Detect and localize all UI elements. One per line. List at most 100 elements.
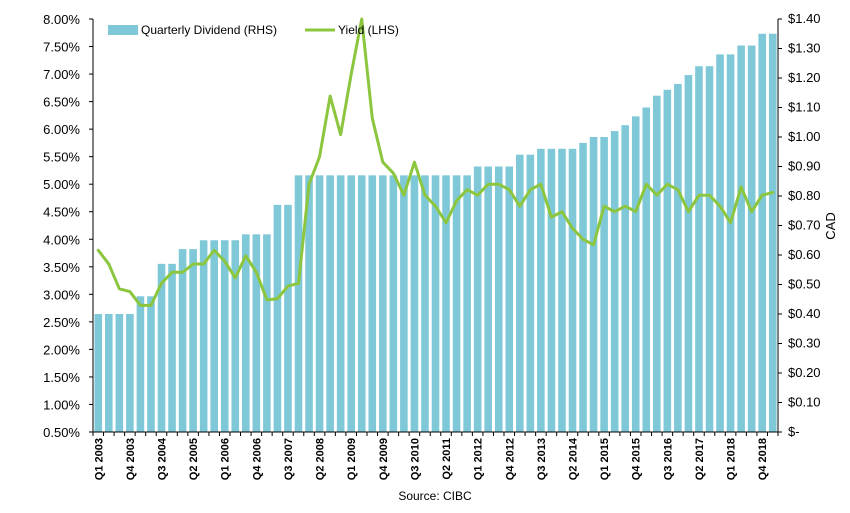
x-tick-label: Q4 2009 — [378, 438, 390, 480]
dividend-bar — [284, 204, 292, 432]
source-note: Source: CIBC — [398, 489, 472, 503]
dividend-bar — [115, 314, 124, 432]
dividend-bar — [716, 54, 724, 433]
dividend-bar — [653, 95, 661, 432]
left-tick-label: 8.00% — [43, 12, 80, 27]
x-tick-label: Q2 2011 — [441, 438, 453, 480]
dividend-bar — [747, 45, 756, 433]
dividend-bar — [505, 166, 514, 432]
yield-line — [96, 17, 775, 307]
x-tick-label: Q2 2014 — [568, 437, 580, 480]
dividend-bar — [537, 148, 545, 433]
left-tick-label: 7.50% — [43, 40, 80, 55]
dividend-bar — [315, 175, 324, 432]
dividend-bar — [147, 296, 155, 432]
dividend-bar — [379, 175, 387, 432]
dividend-bar — [136, 296, 145, 432]
dividend-bar — [758, 33, 766, 432]
x-axis-ticks: Q1 2003 Q4 2003 Q3 2004 Q2 2005 Q1 2006 Q4 20… — [92, 432, 779, 480]
dividend-bar — [168, 263, 176, 432]
dividend-bar — [610, 131, 619, 432]
x-tick-label: Q1 2006 — [220, 438, 232, 480]
dividend-bar — [357, 175, 366, 432]
dividend-bar — [242, 234, 250, 432]
x-tick-label: Q3 2013 — [536, 438, 548, 480]
right-tick-label: $0.10 — [788, 395, 821, 410]
x-tick-label: Q4 2006 — [251, 438, 263, 480]
right-tick-label: $0.50 — [788, 277, 821, 292]
left-tick-label: 4.50% — [43, 205, 80, 220]
dividend-bar — [210, 240, 218, 432]
dividend-bar — [547, 148, 556, 433]
x-tick-label: Q1 2003 — [93, 438, 105, 480]
dividend-bar — [220, 240, 229, 432]
dividend-bar — [389, 175, 398, 432]
dividend-bar — [105, 314, 113, 432]
right-tick-label: $0.30 — [788, 336, 821, 351]
x-tick-label: Q3 2010 — [409, 438, 421, 480]
right-tick-label: $0.60 — [788, 247, 821, 262]
dividend-bar — [368, 175, 377, 432]
dividend-bar — [568, 148, 577, 433]
dividend-bar — [579, 142, 587, 432]
dividend-bar — [558, 148, 566, 433]
dividend-bar — [231, 240, 240, 432]
left-tick-label: 6.50% — [43, 95, 80, 110]
dividend-bar — [263, 234, 271, 432]
dividend-bar — [199, 240, 208, 432]
dividend-bar — [347, 175, 355, 432]
right-tick-label: $0.70 — [788, 218, 821, 233]
dividend-bar — [484, 166, 492, 432]
dividend-bar — [663, 89, 672, 433]
right-tick-label: $- — [788, 424, 800, 439]
legend-swatch-dividend — [108, 25, 138, 35]
left-tick-label: 4.00% — [43, 232, 80, 247]
left-tick-label: 5.50% — [43, 150, 80, 165]
dividend-bar — [768, 33, 777, 432]
dividend-bar — [157, 263, 166, 432]
dividend-bar — [326, 175, 334, 432]
left-y-ticks: 8.00% 7.50% 7.00% 6.50% 6.00% 5.50% 5.00% 4.50%… — [43, 12, 93, 440]
dividend-bar — [452, 175, 461, 432]
dividend-bar — [494, 166, 503, 432]
dividend-bar — [336, 175, 345, 432]
legend: Quarterly Dividend (RHS) Yield (LHS) — [108, 23, 399, 37]
left-tick-label: 6.00% — [43, 122, 80, 137]
dividend-bar — [431, 175, 440, 432]
x-tick-label: Q4 2018 — [757, 438, 769, 480]
dividend-bar — [684, 75, 693, 433]
dividend-bar — [463, 175, 471, 432]
x-tick-label: Q3 2016 — [662, 438, 674, 480]
dividend-bar — [695, 66, 703, 432]
left-tick-label: 2.00% — [43, 342, 80, 357]
x-tick-label: Q4 2003 — [125, 438, 137, 480]
x-tick-label: Q1 2018 — [726, 438, 738, 480]
x-tick-label: Q1 2009 — [346, 438, 358, 480]
left-tick-label: 1.50% — [43, 370, 80, 385]
dividend-bar — [674, 83, 682, 433]
left-tick-label: 2.50% — [43, 315, 80, 330]
right-tick-label: $0.20 — [788, 365, 821, 380]
dividend-bar — [600, 137, 608, 432]
dividend-bar — [642, 107, 651, 432]
x-tick-label: Q2 2005 — [188, 438, 200, 480]
x-tick-label: Q2 2017 — [694, 438, 706, 480]
x-tick-label: Q4 2015 — [631, 438, 643, 480]
dividend-bar — [705, 66, 714, 432]
dividend-bar — [410, 175, 419, 432]
right-tick-label: $0.90 — [788, 159, 821, 174]
legend-label-dividend: Quarterly Dividend (RHS) — [141, 23, 277, 37]
right-tick-label: $1.10 — [788, 100, 821, 115]
dividend-bar — [442, 175, 450, 432]
right-tick-label: $1.30 — [788, 41, 821, 56]
right-tick-label: $1.40 — [788, 11, 821, 26]
dividend-bar — [94, 314, 103, 432]
yield-line-layer — [96, 17, 775, 307]
x-tick-label: Q4 2012 — [504, 438, 516, 480]
dividend-bar — [621, 125, 629, 432]
dividend-bar — [473, 166, 482, 432]
x-tick-label: Q2 2008 — [315, 438, 327, 480]
dividend-bar — [126, 314, 134, 432]
right-axis-title: CAD — [823, 212, 838, 239]
dividend-bar — [726, 54, 735, 433]
